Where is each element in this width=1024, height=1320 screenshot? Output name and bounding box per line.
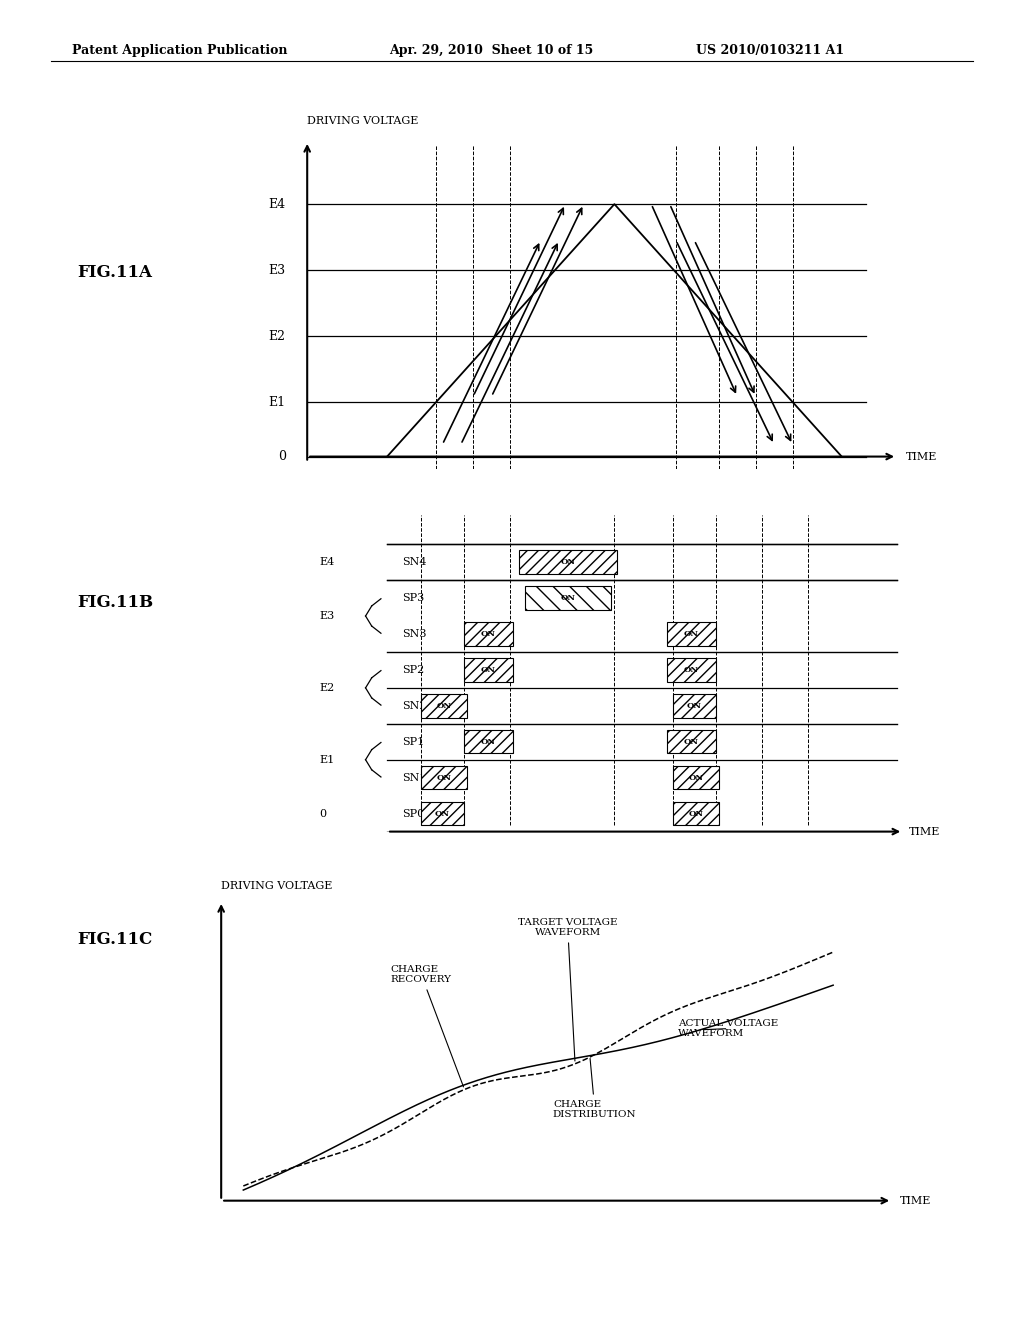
Bar [673, 694, 716, 718]
Text: E4: E4 [319, 557, 335, 568]
Text: TARGET VOLTAGE
WAVEFORM: TARGET VOLTAGE WAVEFORM [518, 917, 617, 1061]
Bar [464, 622, 513, 645]
Text: 0: 0 [278, 450, 286, 463]
Text: US 2010/0103211 A1: US 2010/0103211 A1 [696, 44, 845, 57]
Bar [519, 550, 617, 574]
Text: FIG.11A: FIG.11A [77, 264, 152, 281]
Bar [673, 766, 719, 789]
Text: TIME: TIME [906, 451, 938, 462]
Text: CHARGE
RECOVERY: CHARGE RECOVERY [391, 965, 464, 1086]
Text: TIME: TIME [909, 826, 941, 837]
Text: ON: ON [684, 665, 698, 675]
Text: SN1: SN1 [402, 772, 427, 783]
Text: SP2: SP2 [402, 665, 425, 675]
Bar [525, 586, 611, 610]
Text: E2: E2 [319, 682, 335, 693]
Text: ACTUAL VOLTAGE
WAVEFORM: ACTUAL VOLTAGE WAVEFORM [678, 1019, 778, 1039]
Text: DRIVING VOLTAGE: DRIVING VOLTAGE [307, 116, 419, 125]
Text: FIG.11B: FIG.11B [77, 594, 153, 611]
Text: E3: E3 [319, 611, 335, 620]
Text: Patent Application Publication: Patent Application Publication [72, 44, 287, 57]
Bar [667, 659, 716, 681]
Text: TIME: TIME [899, 1196, 931, 1205]
Text: ON: ON [684, 738, 698, 746]
Text: E3: E3 [268, 264, 286, 277]
Bar [667, 730, 716, 754]
Bar [673, 803, 719, 825]
Text: ON: ON [684, 630, 698, 638]
Text: SP0: SP0 [402, 809, 425, 818]
Text: FIG.11C: FIG.11C [77, 931, 152, 948]
Text: SP1: SP1 [402, 737, 425, 747]
Bar [421, 803, 464, 825]
Text: SN2: SN2 [402, 701, 427, 711]
Bar [421, 694, 467, 718]
Text: SN3: SN3 [402, 628, 427, 639]
Text: ON: ON [481, 630, 496, 638]
Text: ON: ON [687, 702, 701, 710]
Text: Apr. 29, 2010  Sheet 10 of 15: Apr. 29, 2010 Sheet 10 of 15 [389, 44, 593, 57]
Text: 0: 0 [319, 809, 327, 818]
Bar [464, 659, 513, 681]
Text: DRIVING VOLTAGE: DRIVING VOLTAGE [221, 880, 333, 891]
Text: E2: E2 [268, 330, 286, 343]
Text: ON: ON [688, 774, 703, 781]
Text: CHARGE
DISTRIBUTION: CHARGE DISTRIBUTION [553, 1059, 637, 1119]
Text: SN4: SN4 [402, 557, 427, 568]
Text: E1: E1 [268, 396, 286, 409]
Bar [667, 622, 716, 645]
Text: E1: E1 [319, 755, 335, 764]
Text: ON: ON [435, 809, 450, 817]
Text: ON: ON [561, 558, 575, 566]
Text: ON: ON [436, 702, 452, 710]
Text: ON: ON [561, 594, 575, 602]
Bar [464, 730, 513, 754]
Text: ON: ON [481, 665, 496, 675]
Text: ON: ON [688, 809, 703, 817]
Bar [421, 766, 467, 789]
Text: ON: ON [481, 738, 496, 746]
Text: E4: E4 [268, 198, 286, 211]
Text: ON: ON [436, 774, 452, 781]
Text: SP3: SP3 [402, 593, 425, 603]
